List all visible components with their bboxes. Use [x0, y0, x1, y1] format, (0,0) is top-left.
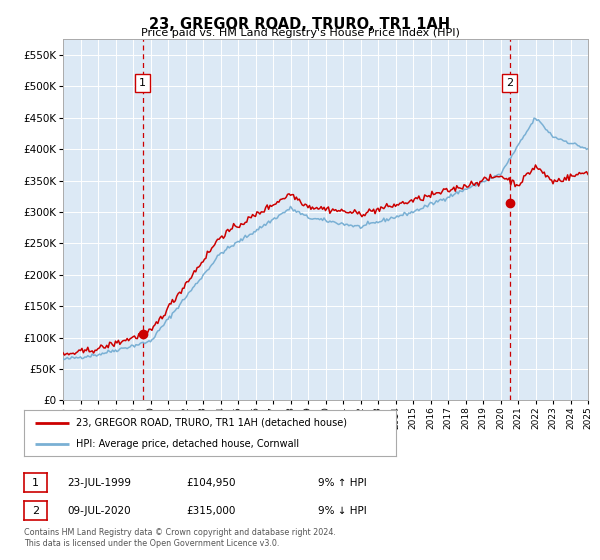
Text: 09-JUL-2020: 09-JUL-2020	[67, 506, 131, 516]
Text: HPI: Average price, detached house, Cornwall: HPI: Average price, detached house, Corn…	[76, 439, 299, 449]
Text: Contains HM Land Registry data © Crown copyright and database right 2024.
This d: Contains HM Land Registry data © Crown c…	[24, 528, 336, 548]
Text: 9% ↓ HPI: 9% ↓ HPI	[318, 506, 367, 516]
Text: £104,950: £104,950	[186, 478, 235, 488]
Text: 23, GREGOR ROAD, TRURO, TR1 1AH (detached house): 23, GREGOR ROAD, TRURO, TR1 1AH (detache…	[76, 418, 347, 428]
Text: 2: 2	[506, 78, 513, 88]
Text: 9% ↑ HPI: 9% ↑ HPI	[318, 478, 367, 488]
Text: 2: 2	[32, 506, 39, 516]
Text: Price paid vs. HM Land Registry's House Price Index (HPI): Price paid vs. HM Land Registry's House …	[140, 28, 460, 38]
Text: 23-JUL-1999: 23-JUL-1999	[67, 478, 131, 488]
Text: 23, GREGOR ROAD, TRURO, TR1 1AH: 23, GREGOR ROAD, TRURO, TR1 1AH	[149, 17, 451, 32]
Text: £315,000: £315,000	[186, 506, 235, 516]
Text: 1: 1	[139, 78, 146, 88]
Text: 1: 1	[32, 478, 39, 488]
